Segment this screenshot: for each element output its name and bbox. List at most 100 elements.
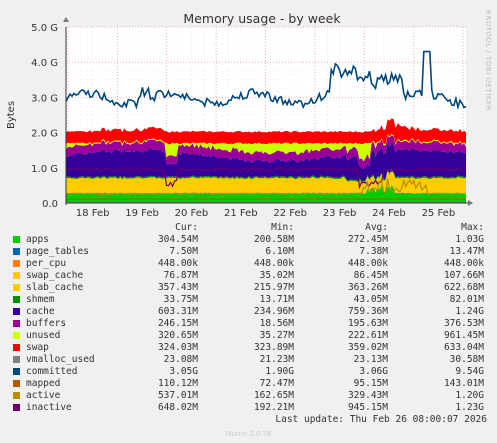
legend-value-min: 192.21M — [253, 402, 294, 413]
legend-series-name: shmem — [26, 294, 55, 305]
area-swap_cache — [66, 181, 466, 194]
legend-value-min: 21.23M — [259, 354, 294, 365]
area-buffers — [66, 135, 466, 169]
legend-header-cur: Cur: — [175, 222, 198, 233]
legend-swatch — [13, 272, 20, 279]
x-axis-arrow — [468, 200, 473, 206]
legend-swatch — [13, 284, 20, 291]
legend-value-avg: 3.06G — [359, 366, 388, 377]
legend-value-cur: 357.43M — [157, 282, 198, 293]
legend-series-name: committed — [26, 366, 78, 377]
legend-value-avg: 95.15M — [353, 378, 388, 389]
legend-header-max: Max: — [461, 222, 484, 233]
legend-value-max: 30.58M — [449, 354, 484, 365]
x-tick-label: 25 Feb — [422, 208, 456, 219]
legend-swatch — [13, 380, 20, 387]
legend-value-max: 1.24G — [455, 306, 484, 317]
y-tick-label: 0.0 — [42, 199, 58, 210]
last-update: Last update: Thu Feb 26 08:00:07 2026 — [275, 414, 487, 425]
legend-value-cur: 304.54M — [157, 234, 198, 245]
legend-value-avg: 363.26M — [347, 282, 388, 293]
x-tick-label: 20 Feb — [175, 208, 209, 219]
legend-series-name: mapped — [26, 378, 61, 389]
area-page_tables — [66, 184, 466, 194]
legend-value-min: 215.97M — [253, 282, 294, 293]
legend-value-min: 448.00k — [253, 258, 294, 269]
legend-swatch — [13, 404, 20, 411]
legend-value-cur: 110.12M — [157, 378, 198, 389]
line-inactive — [65, 166, 467, 190]
legend-value-min: 35.02M — [259, 270, 294, 281]
legend-swatch — [13, 332, 20, 339]
munin-version: Munin 2.0.76 — [225, 430, 272, 438]
legend-header-min: Min: — [271, 222, 294, 233]
grid-lines — [66, 26, 466, 203]
legend-swatch — [13, 308, 20, 315]
legend-value-min: 162.65M — [253, 390, 294, 401]
legend-value-cur: 33.75M — [163, 294, 198, 305]
stacked-areas — [66, 118, 466, 203]
legend-value-cur: 603.31M — [157, 306, 198, 317]
y-tick-labels: 0.0 1.0 G 2.0 G 3.0 G 4.0 G 5.0 G — [31, 23, 58, 210]
legend-series-name: unused — [26, 330, 61, 341]
legend-value-max: 1.23G — [455, 402, 484, 413]
legend-row: active 537.01M 162.65M 329.43M 1.20G — [0, 390, 497, 402]
legend-value-max: 1.03G — [455, 234, 484, 245]
area-unused — [66, 134, 466, 162]
series-lines — [65, 50, 467, 203]
legend-value-cur: 448.00k — [157, 258, 198, 269]
legend-value-avg: 448.00k — [347, 258, 388, 269]
legend-value-avg: 945.15M — [347, 402, 388, 413]
legend-series-name: swap — [26, 342, 49, 353]
legend-value-cur: 3.05G — [169, 366, 198, 377]
legend-series-name: per_cpu — [26, 258, 67, 269]
legend-series-name: page_tables — [26, 246, 89, 257]
legend-row: committed 3.05G 1.90G 3.06G 9.54G — [0, 366, 497, 378]
legend-row: page_tables 7.50M 6.10M 7.38M 13.47M — [0, 246, 497, 258]
legend-swatch — [13, 296, 20, 303]
legend-value-max: 1.20G — [455, 390, 484, 401]
legend-value-min: 200.58M — [253, 234, 294, 245]
legend-swatch — [13, 248, 20, 255]
legend-row: shmem 33.75M 13.71M 43.05M 82.01M — [0, 294, 497, 306]
legend-value-max: 143.01M — [443, 378, 484, 389]
legend-value-avg: 222.61M — [347, 330, 388, 341]
legend-value-avg: 329.43M — [347, 390, 388, 401]
x-tick-label: 22 Feb — [273, 208, 307, 219]
x-tick-labels: 18 Feb 19 Feb 20 Feb 21 Feb 22 Feb 23 Feb 24 F… — [76, 208, 455, 219]
legend-row: per_cpu 448.00k 448.00k 448.00k 448.00k — [0, 258, 497, 270]
line-active — [65, 178, 467, 195]
legend-value-avg: 7.38M — [359, 246, 388, 257]
legend-series-name: cache — [26, 306, 55, 317]
legend-header-avg: Avg: — [365, 222, 388, 233]
legend-value-max: 448.00k — [443, 258, 484, 269]
legend-value-min: 6.10M — [265, 246, 294, 257]
legend-value-cur: 7.50M — [169, 246, 198, 257]
memory-usage-chart: Memory usage - by week Bytes 0.0 1.0 G 2.0… — [6, 11, 473, 219]
legend-value-cur: 23.08M — [163, 354, 198, 365]
x-tick-label: 19 Feb — [125, 208, 159, 219]
legend-value-avg: 23.13M — [353, 354, 388, 365]
legend-row: buffers 246.15M 18.56M 195.63M 376.53M — [0, 318, 497, 330]
chart-title: Memory usage - by week — [183, 11, 341, 26]
legend-value-cur: 537.01M — [157, 390, 198, 401]
legend-value-avg: 272.45M — [347, 234, 388, 245]
legend-value-min: 13.71M — [259, 294, 294, 305]
legend-value-cur: 320.65M — [157, 330, 198, 341]
legend-value-avg: 195.63M — [347, 318, 388, 329]
legend-value-cur: 648.02M — [157, 402, 198, 413]
legend-series-name: buffers — [26, 318, 67, 329]
legend-value-min: 234.96M — [253, 306, 294, 317]
area-cache — [66, 142, 466, 181]
legend-value-cur: 246.15M — [157, 318, 198, 329]
y-axis-label: Bytes — [6, 101, 17, 129]
legend-value-min: 72.47M — [259, 378, 294, 389]
legend-row: cache 603.31M 234.96M 759.36M 1.24G — [0, 306, 497, 318]
rrdtool-credit: RRDTOOL / TOBI OETIKER — [484, 10, 492, 112]
legend-value-avg: 86.45M — [353, 270, 388, 281]
y-axis-arrow — [63, 17, 69, 22]
legend-swatch — [13, 320, 20, 327]
y-tick-label: 1.0 G — [31, 164, 58, 175]
area-shmem — [66, 168, 466, 183]
legend-row: slab_cache 357.43M 215.97M 363.26M 622.68M — [0, 282, 497, 294]
